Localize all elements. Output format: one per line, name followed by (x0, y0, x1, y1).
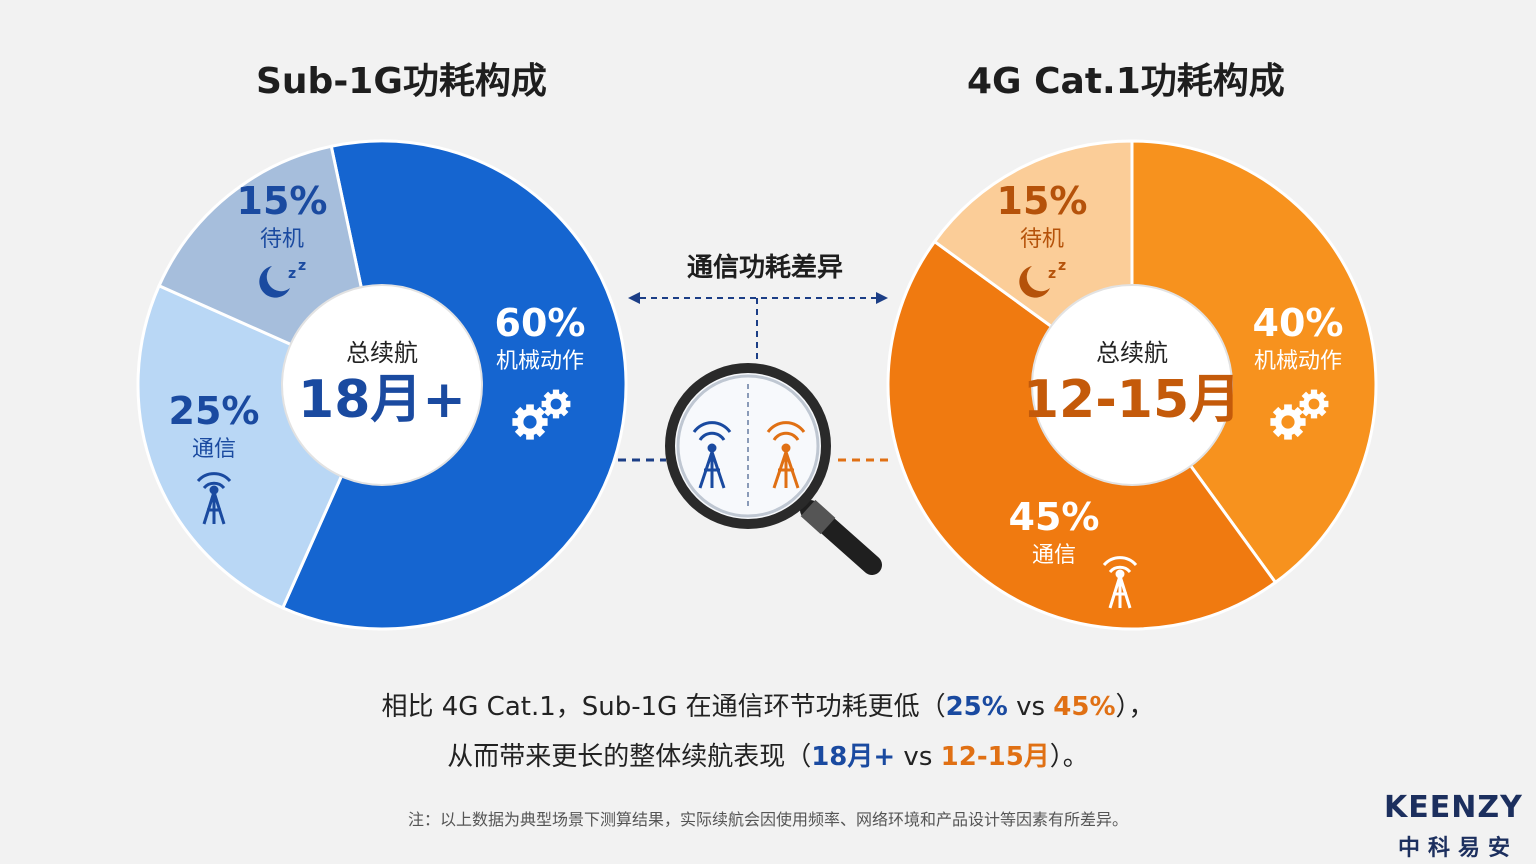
brand-logo-en: KEENZY (1384, 790, 1523, 825)
caption-line-1: 相比 4G Cat.1，Sub-1G 在通信环节功耗更低（25% vs 45%）… (381, 692, 1155, 722)
antenna-orange-icon (766, 421, 806, 489)
antenna-tower-icon (196, 472, 232, 525)
slice-percent-label: 15% (237, 179, 328, 223)
svg-text:z: z (1048, 266, 1056, 282)
pie-chart-4g: 总续航 12-15月 40% 机械动作 45% 通信 15% 待机 z z (886, 139, 1378, 631)
pie-chart-sub1g: 总续航 18月+ 60% 机械动作 25% 通信 15% 待机 z z (136, 139, 628, 631)
center-value: 12-15月 (1023, 370, 1241, 430)
slice-category-label: 待机 (1020, 227, 1064, 252)
svg-text:z: z (1058, 258, 1066, 274)
right-chart-title: 4G Cat.1功耗构成 (967, 61, 1285, 102)
antenna-blue-icon (692, 421, 732, 489)
antenna-tower-icon (1102, 556, 1138, 609)
arrow-right-head (876, 292, 888, 304)
slice-category-label: 通信 (1032, 543, 1076, 568)
slice-percent-label: 60% (495, 301, 586, 345)
slice-category-label: 机械动作 (1254, 349, 1342, 374)
svg-text:z: z (298, 258, 306, 274)
pie-center (1031, 284, 1233, 486)
slice-category-label: 机械动作 (496, 349, 584, 374)
left-chart-title: Sub-1G功耗构成 (256, 61, 547, 102)
magnifier-icon (665, 363, 882, 575)
slice-percent-label: 45% (1009, 495, 1100, 539)
center-label: 总续航 (1096, 339, 1168, 367)
caption-line-2: 从而带来更长的整体续航表现（18月+ vs 12-15月）。 (447, 742, 1089, 772)
pie-center (281, 284, 483, 486)
comparison-label: 通信功耗差异 (687, 252, 843, 283)
slice-category-label: 通信 (192, 437, 236, 462)
svg-text:z: z (288, 266, 296, 282)
pie-slice (1130, 139, 1378, 585)
slice-percent-label: 25% (169, 389, 260, 433)
comparison-arrow (640, 297, 876, 368)
arrow-left-head (628, 292, 640, 304)
slice-category-label: 待机 (260, 227, 304, 252)
slice-percent-label: 15% (997, 179, 1088, 223)
center-label: 总续航 (346, 339, 418, 367)
footnote: 注：以上数据为典型场景下测算结果，实际续航会因使用频率、网络环境和产品设计等因素… (407, 810, 1128, 829)
center-value: 18月+ (298, 370, 466, 430)
brand-logo-cn: 中科易安 (1398, 836, 1519, 861)
slice-percent-label: 40% (1253, 301, 1344, 345)
